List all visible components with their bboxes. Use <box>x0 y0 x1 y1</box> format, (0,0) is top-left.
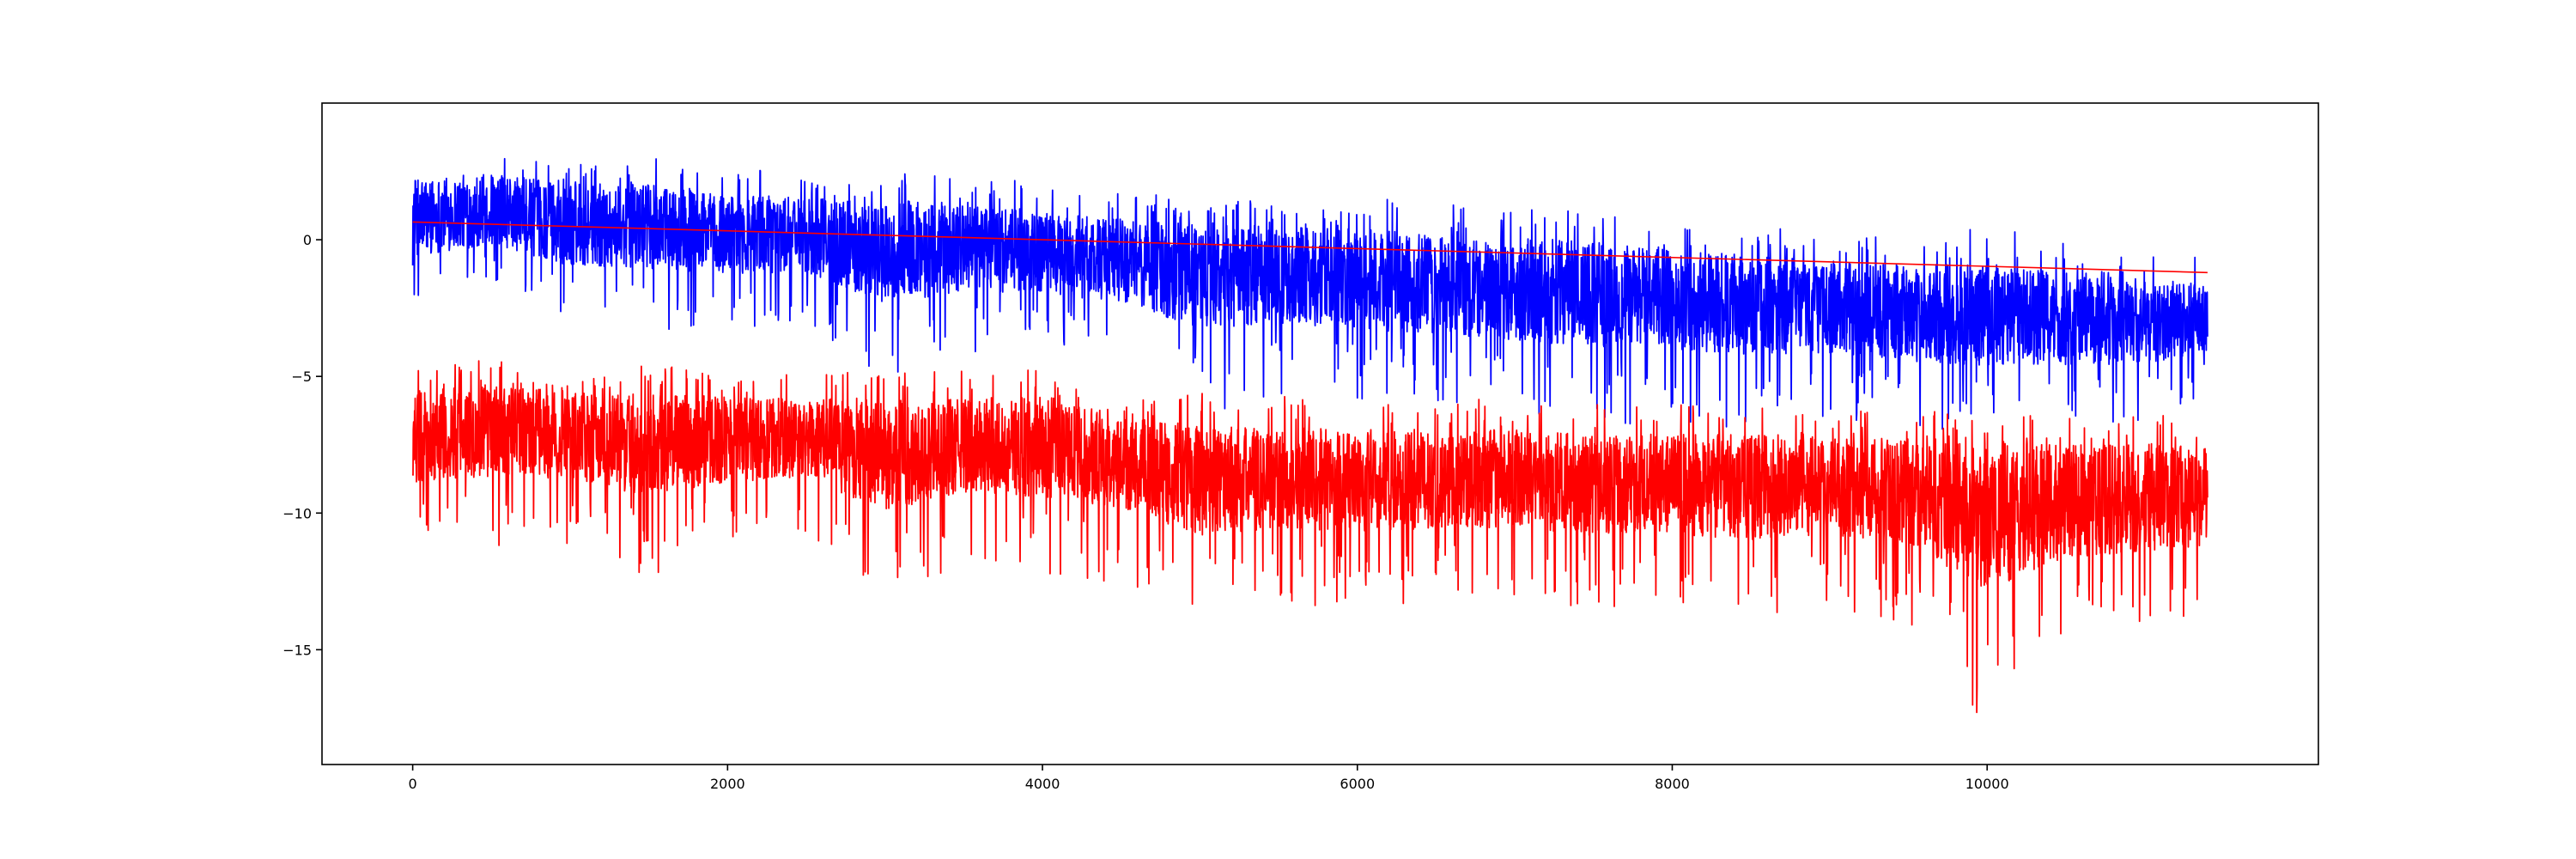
y-tick-label: −10 <box>283 505 312 521</box>
x-tick-label: 0 <box>409 776 417 792</box>
series-2-trend-line <box>412 221 2208 274</box>
plot-area <box>411 157 2208 714</box>
axes-frame <box>321 102 2319 765</box>
series-0-line <box>411 157 2208 430</box>
y-tick-label: −15 <box>283 642 312 658</box>
y-tick-label: 0 <box>303 232 312 248</box>
y-tick-label: −5 <box>291 369 312 385</box>
x-axis: 0 2000 4000 6000 8000 10000 <box>409 765 2009 792</box>
series-1-line <box>411 360 2208 714</box>
x-tick-label: 4000 <box>1025 776 1060 792</box>
x-tick-label: 8000 <box>1655 776 1690 792</box>
y-axis: 0 −5 −10 −15 <box>283 232 322 658</box>
x-tick-label: 10000 <box>1965 776 2009 792</box>
x-tick-label: 6000 <box>1340 776 1375 792</box>
x-tick-label: 2000 <box>710 776 745 792</box>
